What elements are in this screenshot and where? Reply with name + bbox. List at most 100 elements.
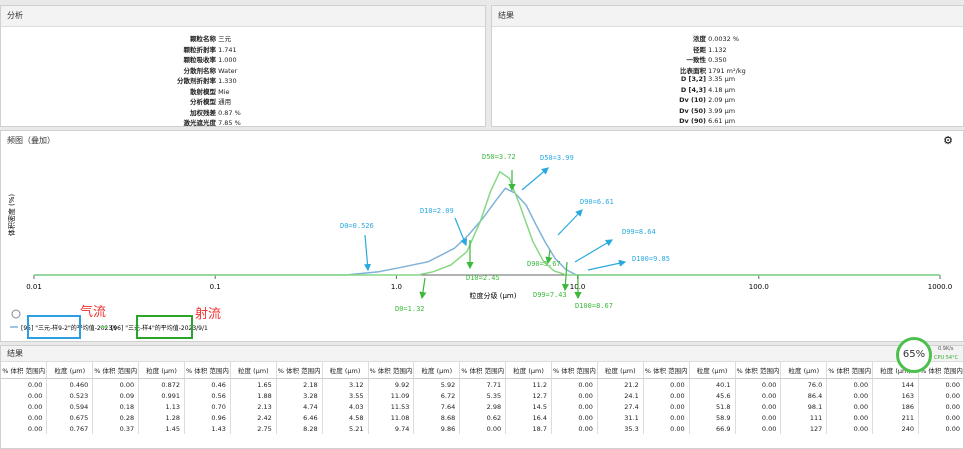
- table-cell: 1.45: [139, 423, 185, 434]
- table-cell: 5.35: [460, 390, 506, 401]
- kv-label: D [3,2]: [586, 75, 706, 83]
- kv-value: 6.61 μm: [708, 117, 735, 125]
- table-cell: 0.991: [139, 390, 185, 401]
- table-cell: 1.88: [230, 390, 276, 401]
- table-cell: 3.12: [322, 379, 368, 391]
- kv-row: 分散剂折射率 1.330: [96, 75, 237, 85]
- kv-value: 2.09 μm: [708, 96, 735, 104]
- kv-value: 1791 m²/kg: [708, 67, 746, 75]
- column-header: 粒度 (μm): [689, 362, 735, 379]
- legend-label: [96] "三元-样4"的平均值-2023/9/1: [111, 324, 208, 332]
- table-cell: 4.03: [322, 401, 368, 412]
- kv-row: 比表面积 1791 m²/kg: [586, 65, 746, 75]
- annotation-arrow: [422, 278, 425, 298]
- table-cell: 11.09: [368, 390, 414, 401]
- table-cell: 0.37: [93, 423, 139, 434]
- annotation: D99=8.64: [622, 228, 656, 236]
- kv-value: 4.18 μm: [708, 86, 735, 94]
- kv-row: 激光遮光度 7.85 %: [96, 117, 241, 127]
- annotation-arrow: [455, 218, 466, 245]
- table-cell: 0.00: [93, 379, 139, 391]
- series-line: [34, 172, 940, 275]
- table-cell: 2.42: [230, 412, 276, 423]
- table-cell: 0.00: [735, 412, 781, 423]
- results-table: % 体积 范围内粒度 (μm)% 体积 范围内粒度 (μm)% 体积 范围内粒度…: [1, 362, 964, 434]
- column-header: % 体积 范围内: [735, 362, 781, 379]
- annotation: D0=0.526: [340, 222, 374, 230]
- table-cell: 0.00: [1, 412, 47, 423]
- kv-value: 0.0032 %: [708, 35, 739, 43]
- panel-title: 结果: [1, 346, 963, 362]
- table-cell: 76.0: [781, 379, 827, 391]
- table-cell: 9.92: [368, 379, 414, 391]
- kv-row: Dv (90) 6.61 μm: [586, 117, 735, 125]
- table-cell: 0.56: [185, 390, 231, 401]
- kv-label: 分析模型: [96, 96, 216, 106]
- kv-label: 分散剂名称: [96, 65, 216, 75]
- table-cell: 7.64: [414, 401, 460, 412]
- table-cell: 1.13: [139, 401, 185, 412]
- x-tick-label: 0.01: [26, 283, 42, 291]
- column-header: 粒度 (μm): [139, 362, 185, 379]
- x-tick-label: 1.0: [391, 283, 402, 291]
- table-cell: 7.71: [460, 379, 506, 391]
- cpu-widget[interactable]: 65%: [896, 337, 932, 373]
- table-cell: 0.00: [735, 423, 781, 434]
- table-cell: 0.00: [643, 390, 689, 401]
- table-cell: 0.00: [643, 401, 689, 412]
- table-cell: 0.872: [139, 379, 185, 391]
- kv-row: 颗粒折射率 1.741: [96, 44, 237, 54]
- table-cell: 0.00: [827, 379, 873, 391]
- column-header: % 体积 范围内: [552, 362, 598, 379]
- annotation: D50=3.99: [540, 154, 574, 162]
- kv-value: 0.87 %: [218, 109, 241, 117]
- annotation: D100=8.67: [575, 302, 613, 310]
- kv-row: 分析模型 通用: [96, 96, 231, 106]
- table-cell: 40.1: [689, 379, 735, 391]
- kv-row: 一致性 0.350: [586, 54, 727, 64]
- table-cell: 11.08: [368, 412, 414, 423]
- table-cell: 0.00: [919, 379, 964, 391]
- annotation-arrow: [365, 235, 368, 270]
- table-cell: 0.00: [552, 379, 598, 391]
- column-header: % 体积 范围内: [460, 362, 506, 379]
- kv-value: 通用: [218, 98, 231, 106]
- kv-value: 3.35 μm: [708, 75, 735, 83]
- table-cell: 21.2: [597, 379, 643, 391]
- x-axis-title: 粒度分级 (μm): [470, 291, 517, 300]
- kv-value: 1.000: [218, 56, 237, 64]
- annotation: D100=9.85: [632, 255, 670, 263]
- kv-value: 1.330: [218, 77, 237, 85]
- kv-row: 分散剂名称 Water: [96, 65, 237, 75]
- table-cell: 0.00: [1, 401, 47, 412]
- table-cell: 0.00: [919, 390, 964, 401]
- table-cell: 163: [873, 390, 919, 401]
- table-cell: 0.460: [47, 379, 93, 391]
- kv-value: Mie: [218, 88, 229, 96]
- table-cell: 0.00: [552, 401, 598, 412]
- table-cell: 11.2: [506, 379, 552, 391]
- table-cell: 14.5: [506, 401, 552, 412]
- kv-row: Dv (10) 2.09 μm: [586, 96, 735, 104]
- kv-value: 三元: [218, 35, 231, 43]
- table-cell: 4.74: [276, 401, 322, 412]
- table-cell: 1.28: [139, 412, 185, 423]
- column-header: 粒度 (μm): [506, 362, 552, 379]
- table-cell: 51.8: [689, 401, 735, 412]
- table-cell: 1.43: [185, 423, 231, 434]
- kv-row: 散射模型 Mie: [96, 86, 230, 96]
- table-cell: 0.00: [919, 423, 964, 434]
- kv-value: 7.85 %: [218, 119, 241, 127]
- column-header: 粒度 (μm): [597, 362, 643, 379]
- table-cell: 0.00: [1, 423, 47, 434]
- column-header: % 体积 范围内: [1, 362, 47, 379]
- table-cell: 3.28: [276, 390, 322, 401]
- table-cell: 144: [873, 379, 919, 391]
- table-cell: 4.58: [322, 412, 368, 423]
- handwritten-note: 气流: [80, 304, 106, 320]
- panel-title: 结果: [492, 6, 963, 27]
- annotation: D10=2.09: [420, 207, 454, 215]
- table-cell: 0.09: [93, 390, 139, 401]
- kv-value: 1.132: [708, 46, 727, 54]
